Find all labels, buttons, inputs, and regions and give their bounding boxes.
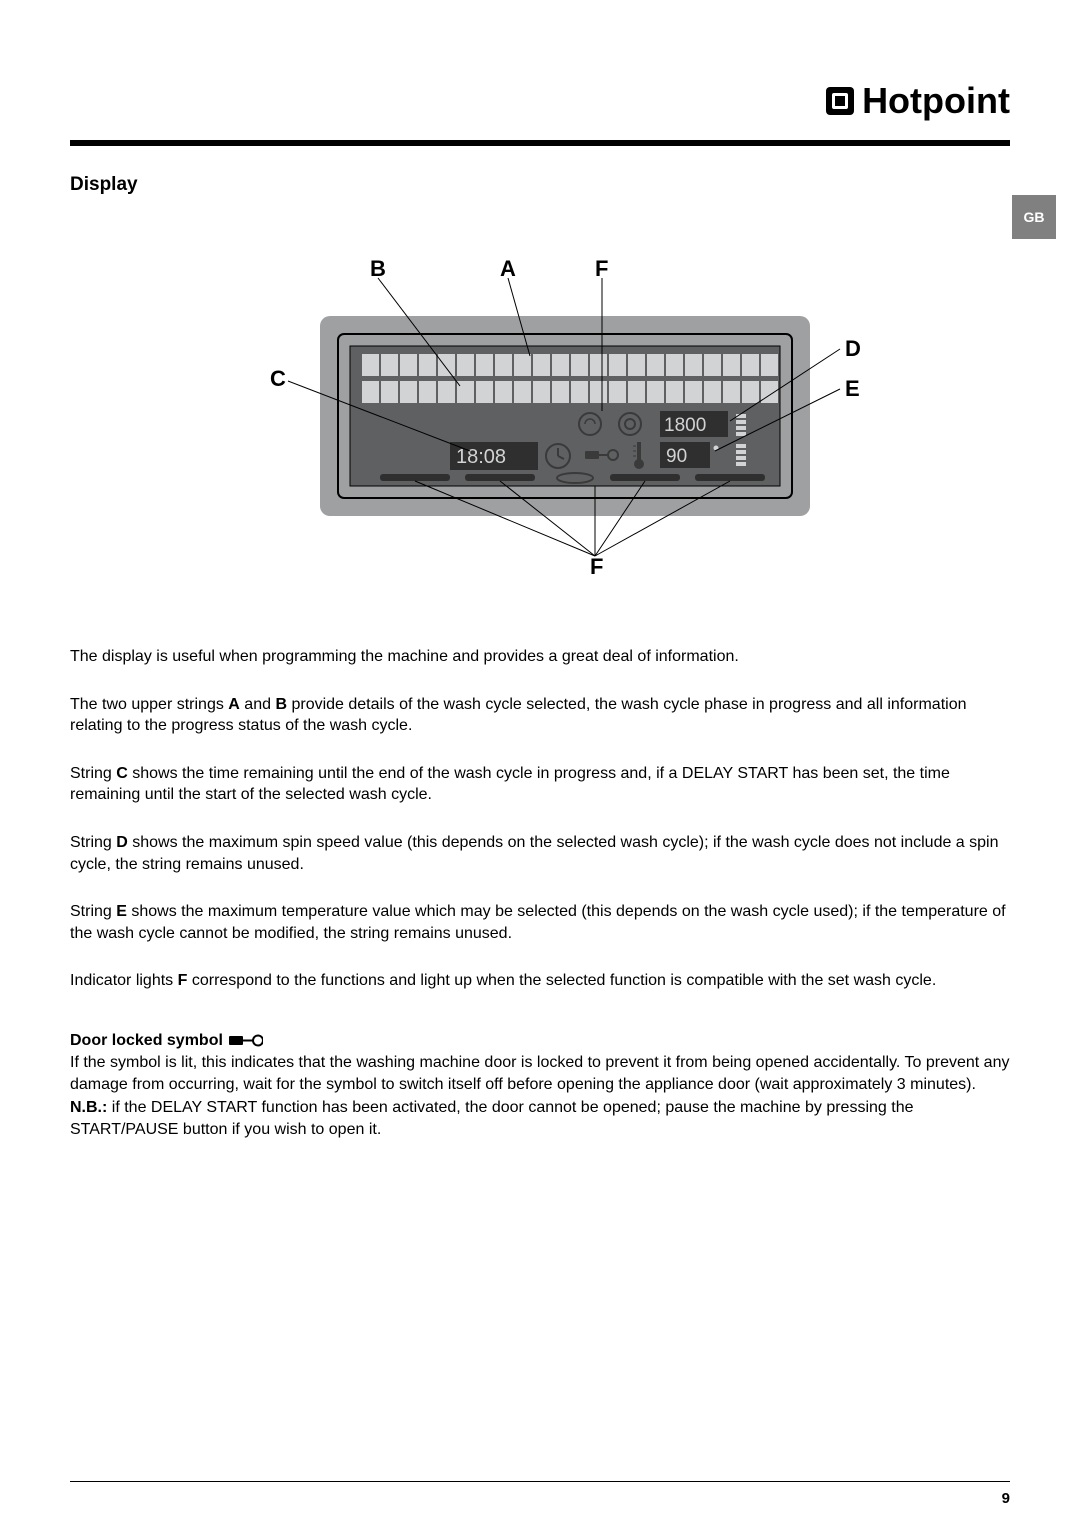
- paragraph-ab: The two upper strings A and B provide de…: [70, 694, 1010, 737]
- label-c-ref: C: [116, 765, 128, 782]
- text: shows the time remaining until the end o…: [70, 765, 950, 804]
- brand-text: Hotpoint: [862, 80, 1010, 122]
- language-tab-label: GB: [1024, 209, 1045, 225]
- label-f-ref: F: [178, 972, 188, 989]
- svg-text:C: C: [270, 366, 286, 391]
- svg-text:1800: 1800: [664, 415, 706, 436]
- text: correspond to the functions and light up…: [187, 972, 936, 989]
- nb-label: N.B.:: [70, 1099, 107, 1116]
- brand-icon: [826, 87, 854, 115]
- label-b-ref: B: [275, 696, 287, 713]
- door-locked-nb: N.B.: if the DELAY START function has be…: [70, 1097, 1010, 1140]
- svg-text:D: D: [845, 336, 861, 361]
- door-locked-heading-text: Door locked symbol: [70, 1032, 223, 1050]
- section-title: Display: [70, 174, 1010, 196]
- paragraph-d: String D shows the maximum spin speed va…: [70, 832, 1010, 875]
- text: String: [70, 765, 116, 782]
- label-e-ref: E: [116, 903, 127, 920]
- label-a-ref: A: [228, 696, 240, 713]
- svg-text:18:08: 18:08: [456, 446, 506, 468]
- brand-logo: Hotpoint: [826, 80, 1010, 122]
- paragraph-intro: The display is useful when programming t…: [70, 646, 1010, 668]
- text: shows the maximum temperature value whic…: [70, 903, 1006, 942]
- text: shows the maximum spin speed value (this…: [70, 834, 999, 873]
- paragraph-c: String C shows the time remaining until …: [70, 763, 1010, 806]
- svg-text:90: 90: [666, 446, 687, 467]
- text: String: [70, 834, 116, 851]
- display-diagram: B A F C D E F 18:08: [0, 256, 1080, 596]
- svg-text:A: A: [500, 256, 516, 281]
- paragraph-f: Indicator lights F correspond to the fun…: [70, 970, 1010, 992]
- text: Indicator lights: [70, 972, 178, 989]
- svg-text:F: F: [590, 554, 603, 579]
- paragraph-e: String E shows the maximum temperature v…: [70, 901, 1010, 944]
- page-number: 9: [1002, 1490, 1010, 1507]
- label-d-ref: D: [116, 834, 128, 851]
- text: The two upper strings: [70, 696, 228, 713]
- svg-text:B: B: [370, 256, 386, 281]
- text: String: [70, 903, 116, 920]
- language-tab: GB: [1012, 195, 1056, 239]
- door-locked-heading: Door locked symbol: [70, 1032, 263, 1050]
- svg-text:E: E: [845, 376, 860, 401]
- door-lock-icon: [229, 1033, 263, 1049]
- door-locked-paragraph: If the symbol is lit, this indicates tha…: [70, 1052, 1010, 1095]
- text: and: [240, 696, 276, 713]
- page-footer: 9: [70, 1481, 1010, 1482]
- nb-text: if the DELAY START function has been act…: [70, 1099, 913, 1138]
- header-rule: [70, 140, 1010, 146]
- svg-text:F: F: [595, 256, 608, 281]
